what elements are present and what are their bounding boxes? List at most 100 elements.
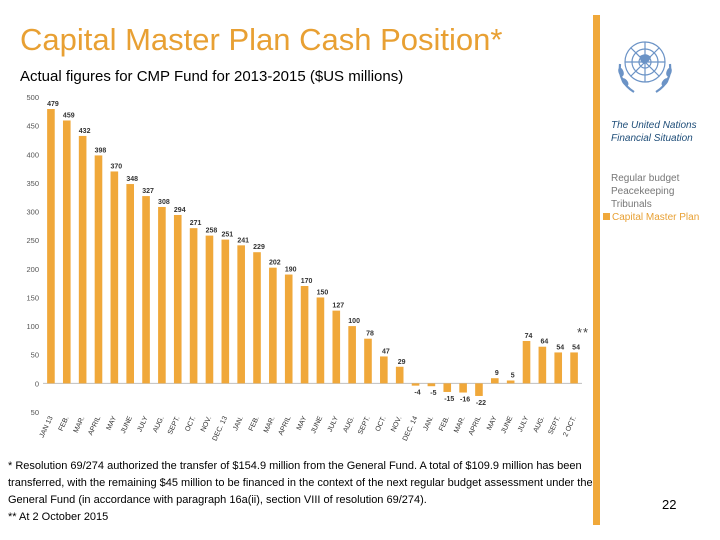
data-label: 202 <box>269 260 281 267</box>
data-label: 271 <box>190 220 202 227</box>
x-tick-label: JULY <box>327 415 340 433</box>
x-tick-label: OCT. <box>184 415 197 432</box>
x-tick-label: SEPT. <box>547 415 562 436</box>
data-label: 459 <box>63 112 75 119</box>
data-label: 100 <box>348 318 360 325</box>
bar <box>173 214 182 384</box>
data-label: -4 <box>414 390 420 397</box>
x-tick-label: JAN. <box>232 415 245 432</box>
y-tick-label: 0 <box>35 379 39 388</box>
data-label: 251 <box>221 232 233 239</box>
footnotes: * Resolution 69/274 authorized the trans… <box>8 458 598 526</box>
data-label: 190 <box>285 267 297 274</box>
x-tick-label: JAN 13 <box>39 415 55 439</box>
sidebar-item-tribunals[interactable]: Tribunals <box>611 199 652 210</box>
un-emblem-icon <box>618 41 672 93</box>
bar <box>62 120 71 384</box>
bar <box>332 310 341 384</box>
y-tick-label: 500 <box>26 93 39 102</box>
sidebar-item-capital-master-plan[interactable]: Capital Master Plan <box>603 211 700 224</box>
bar <box>110 171 119 384</box>
data-label: 127 <box>332 303 344 310</box>
x-tick-label: NOV. <box>200 415 213 433</box>
x-tick-label: JUNE <box>310 415 324 435</box>
bar <box>47 109 55 384</box>
data-label: 241 <box>237 237 249 244</box>
data-label: 9 <box>495 370 499 377</box>
data-label: 78 <box>366 331 374 338</box>
sidebar-item-regular-budget[interactable]: Regular budget <box>611 173 680 184</box>
bar <box>380 356 388 384</box>
bar <box>78 135 87 384</box>
x-tick-label: JUNE <box>120 415 134 435</box>
data-label: 294 <box>174 207 186 214</box>
x-tick-label: JUNE <box>500 415 514 435</box>
data-label: 370 <box>110 163 122 170</box>
bar <box>284 274 293 384</box>
bar <box>459 383 467 393</box>
accent-divider <box>593 15 600 525</box>
data-label: -5 <box>430 390 436 397</box>
data-label: 432 <box>79 128 91 135</box>
x-tick-label: MAY <box>106 415 119 432</box>
bar <box>269 267 277 384</box>
data-label: 229 <box>253 244 265 251</box>
x-tick-label: MAR. <box>263 415 277 434</box>
data-label: -15 <box>444 396 454 403</box>
bar <box>364 338 372 384</box>
y-tick-label: 50 <box>31 351 39 360</box>
bar <box>94 155 103 384</box>
x-tick-label: FEB. <box>248 415 261 432</box>
bar <box>427 383 436 387</box>
x-tick-label: AUG. <box>342 415 356 434</box>
x-tick-label: JULY <box>136 415 149 433</box>
data-label: 29 <box>398 359 406 366</box>
x-tick-label: MAY <box>296 415 309 432</box>
x-tick-label: SEPT. <box>167 415 182 436</box>
data-label: 479 <box>47 101 59 108</box>
y-tick-label: 200 <box>26 265 39 274</box>
x-tick-label: SEPT. <box>357 415 372 436</box>
slide-subtitle: Actual figures for CMP Fund for 2013-201… <box>20 68 404 85</box>
y-tick-label: 100 <box>26 322 39 331</box>
data-label: 54 <box>572 344 580 351</box>
footnote-2: ** At 2 October 2015 <box>8 511 109 523</box>
data-label: 398 <box>95 147 107 154</box>
y-tick-label: 150 <box>26 293 39 302</box>
bar <box>411 383 420 386</box>
x-tick-label: JULY <box>517 415 530 433</box>
x-tick-label: APRIL <box>468 415 483 436</box>
bar <box>300 286 309 384</box>
bar <box>142 196 150 384</box>
bar <box>491 378 499 384</box>
y-tick-label: 300 <box>26 208 39 217</box>
y-tick-label: 250 <box>26 236 39 245</box>
bar <box>443 383 452 392</box>
bar <box>522 340 531 384</box>
x-tick-label: MAR. <box>73 415 87 434</box>
x-tick-label: JAN. <box>422 415 435 432</box>
sidebar-item-label: Capital Master Plan <box>612 212 700 223</box>
x-tick-label: MAY <box>486 415 499 432</box>
x-tick-label: 2 OCT. <box>562 415 578 438</box>
bar <box>570 352 578 384</box>
x-tick-label: FEB. <box>58 415 71 432</box>
bar <box>538 346 547 384</box>
slide-title: Capital Master Plan Cash Position* <box>20 22 503 57</box>
bar <box>506 380 515 384</box>
bar <box>348 326 356 384</box>
sidebar-nav: Regular budget Peacekeeping Tribunals Ca… <box>603 172 700 224</box>
data-label: 64 <box>540 339 548 346</box>
x-tick-label: APRIL <box>278 415 293 436</box>
data-label: -22 <box>476 400 486 407</box>
y-tick-label: 350 <box>26 179 39 188</box>
data-label: 327 <box>142 188 154 195</box>
bar <box>189 228 198 384</box>
x-tick-label: DEC. 14 <box>402 415 420 442</box>
y-tick-label: 400 <box>26 150 39 159</box>
x-tick-label: MAR. <box>453 415 467 434</box>
x-tick-label: DEC. 13 <box>212 415 230 442</box>
data-label: 5 <box>511 373 515 380</box>
sidebar-item-peacekeeping[interactable]: Peacekeeping <box>611 186 675 197</box>
